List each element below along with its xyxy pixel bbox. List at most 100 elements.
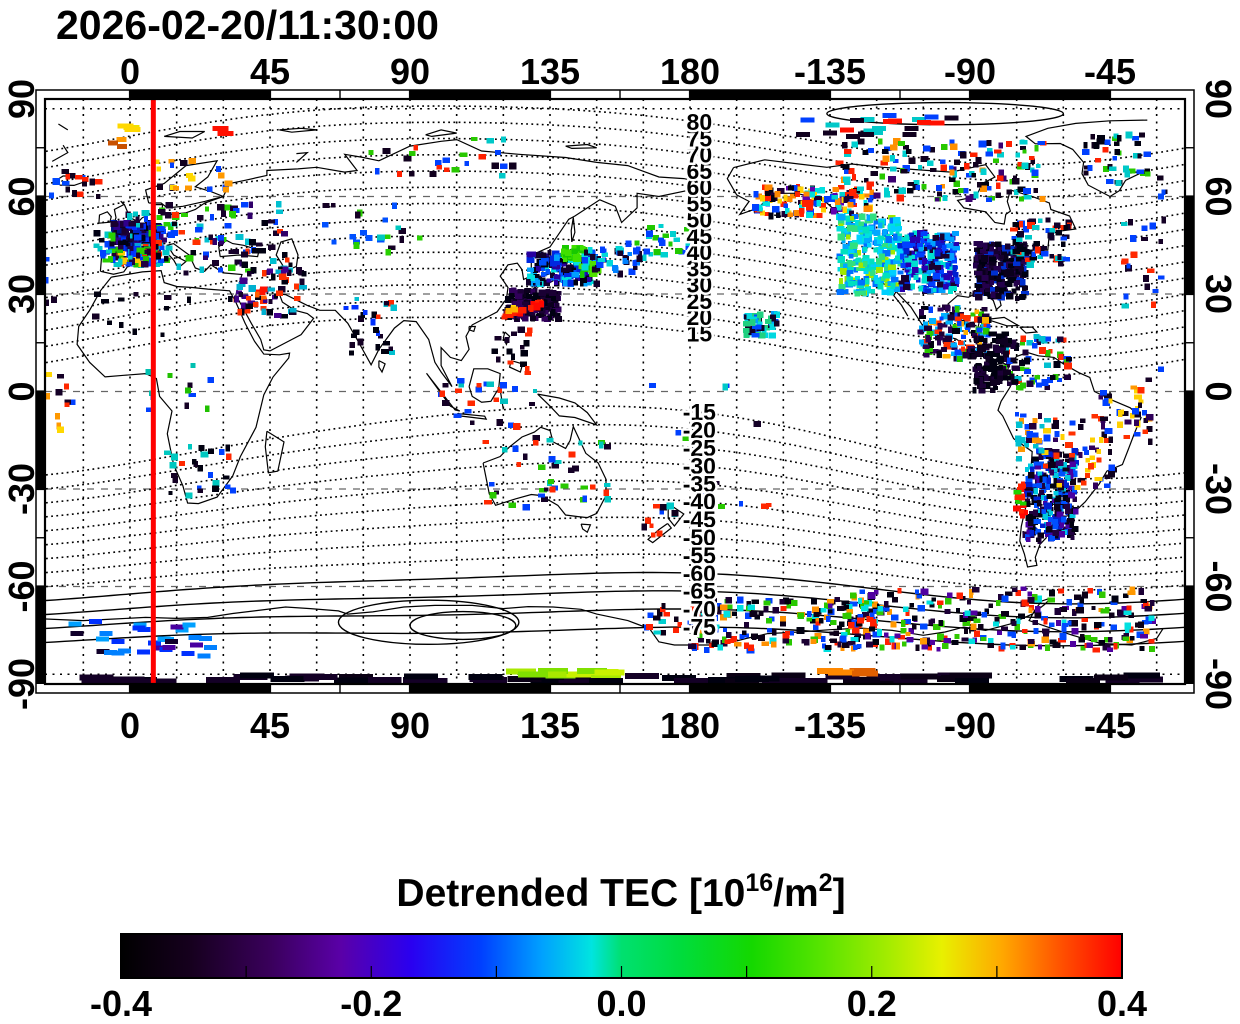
tec-data-point: [974, 255, 979, 261]
tec-data-point: [982, 242, 988, 250]
tec-data-point: [117, 123, 134, 129]
tec-data-point: [673, 677, 708, 684]
tec-data-point: [1055, 494, 1062, 502]
tec-data-point: [594, 669, 625, 676]
tec-data-point: [1072, 496, 1077, 502]
tec-data-point: [696, 602, 701, 608]
tec-data-point: [751, 633, 757, 640]
tec-data-point: [181, 651, 195, 656]
tec-data-point: [782, 637, 790, 644]
tec-data-point: [365, 234, 373, 241]
tec-data-point: [1108, 464, 1115, 472]
tec-data-point: [388, 346, 394, 352]
tec-data-point: [901, 275, 909, 282]
tec-data-point: [184, 402, 190, 409]
tec-data-point: [513, 423, 521, 431]
tec-data-point: [983, 320, 990, 327]
tec-data-point: [756, 311, 764, 319]
tec-data-point: [989, 256, 997, 264]
tec-data-point: [1049, 639, 1057, 645]
tec-cluster-arctic-red: [212, 126, 234, 137]
tec-data-point: [773, 195, 778, 202]
tec-data-point: [1143, 418, 1148, 423]
coastline: [893, 289, 909, 317]
tec-data-point: [1023, 188, 1031, 195]
tec-data-point: [245, 238, 251, 246]
tec-data-point: [648, 382, 657, 388]
tec-data-point: [200, 451, 209, 458]
tec-data-point: [579, 280, 586, 287]
tec-data-point: [868, 147, 874, 153]
tec-data-point: [893, 678, 928, 684]
tec-data-point: [163, 221, 170, 227]
tec-data-point: [508, 502, 516, 508]
tec-data-point: [1051, 496, 1057, 501]
tec-data-point: [1066, 599, 1072, 606]
tec-data-point: [136, 247, 145, 254]
tec-data-point: [929, 640, 935, 645]
tec-data-point: [860, 117, 875, 123]
tec-data-point: [916, 120, 931, 126]
tec-data-point: [942, 354, 951, 359]
tec-data-point: [1070, 535, 1075, 541]
tec-data-point: [1126, 605, 1132, 611]
tec-data-point: [751, 599, 760, 604]
tec-data-point: [996, 333, 1003, 339]
tec-data-point: [1013, 282, 1019, 287]
tec-data-point: [785, 208, 790, 214]
tec-data-point: [937, 307, 944, 312]
tec-data-point: [789, 630, 794, 636]
tec-data-point: [889, 144, 898, 151]
tec-data-point: [897, 140, 906, 146]
tec-data-point: [555, 306, 562, 313]
tec-data-point: [517, 326, 525, 333]
timestamp-title: 2026-02-20/11:30:00: [56, 2, 439, 48]
tec-data-point: [1067, 620, 1074, 626]
tec-data-point: [950, 282, 957, 287]
tec-data-point: [743, 622, 750, 628]
tec-data-point: [293, 283, 299, 290]
tec-data-point: [845, 629, 851, 635]
tec-data-point: [921, 273, 929, 279]
tec-data-point: [1028, 511, 1035, 517]
tec-data-point: [167, 231, 176, 239]
tec-data-point: [1025, 536, 1031, 543]
tec-data-point: [869, 621, 878, 628]
tec-data-point: [913, 244, 922, 250]
tec-data-point: [185, 387, 191, 394]
maglat-contour-label: -60: [683, 560, 716, 586]
tec-data-point: [803, 191, 812, 197]
tec-data-point: [525, 311, 532, 317]
tec-data-point: [787, 212, 793, 217]
tec-data-point: [163, 294, 172, 301]
tec-data-point: [992, 344, 999, 351]
tec-data-point: [289, 308, 297, 313]
tec-data-point: [399, 236, 404, 243]
tec-data-point: [1021, 291, 1029, 296]
tec-data-point: [697, 493, 706, 500]
tec-data-point: [1007, 263, 1015, 268]
tec-data-point: [713, 624, 720, 630]
tec-data-point: [937, 603, 942, 609]
tec-data-point: [660, 251, 669, 258]
tec-data-point: [864, 230, 872, 237]
tec-data-point: [1141, 225, 1148, 232]
tec-data-point: [984, 608, 990, 614]
tec-data-point: [495, 150, 501, 156]
colorbar: Detrended TEC [1016/m2]-0.4 -0.2 0.0 0.2 0.4: [90, 869, 1147, 1024]
tec-data-point: [1050, 501, 1055, 506]
tec-data-point: [1158, 366, 1164, 373]
tec-data-point: [247, 212, 253, 220]
tec-data-point: [1016, 254, 1022, 262]
tec-data-point: [873, 192, 881, 199]
tec-data-point: [254, 295, 261, 300]
tec-data-point: [893, 245, 899, 252]
tec-data-point: [867, 592, 876, 599]
tec-data-point: [756, 321, 763, 327]
tec-data-point: [658, 224, 664, 229]
tec-data-point: [565, 671, 596, 678]
tec-data-point: [985, 248, 994, 255]
tec-data-point: [1060, 434, 1065, 441]
tec-data-point: [905, 264, 912, 270]
tec-data-point: [780, 616, 786, 622]
